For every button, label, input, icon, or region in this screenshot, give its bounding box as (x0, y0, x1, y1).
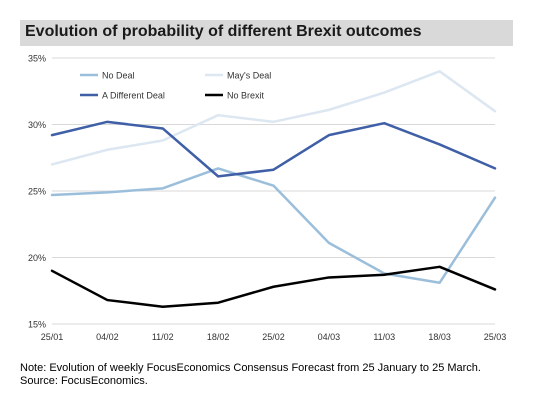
legend-label: A Different Deal (102, 91, 165, 101)
series-line-may-s-deal (50, 70, 497, 166)
y-tick-label: 20% (28, 253, 46, 263)
series-line-no-deal (50, 167, 497, 285)
legend-label: No Deal (102, 71, 135, 81)
legend-label: May's Deal (227, 71, 271, 81)
y-tick-label: 30% (28, 120, 46, 130)
chart-title-bar: Evolution of probability of different Br… (20, 20, 513, 46)
x-tick-label: 04/03 (318, 332, 341, 342)
x-tick-label: 18/03 (428, 332, 451, 342)
chart-title: Evolution of probability of different Br… (25, 23, 422, 40)
legend-label: No Brexit (227, 91, 265, 101)
y-tick-label: 35% (28, 54, 46, 64)
x-tick-label: 11/03 (373, 332, 395, 342)
x-tick-label: 25/03 (484, 332, 507, 342)
note-text: Note: Evolution of weekly FocusEconomics… (20, 362, 481, 374)
y-tick-label: 25% (28, 187, 46, 197)
x-tick-label: 25/01 (41, 332, 64, 342)
x-tick-label: 04/02 (96, 332, 119, 342)
source-text: Source: FocusEconomics. (20, 375, 148, 387)
series-line-no-brexit (50, 265, 497, 308)
x-tick-label: 11/02 (152, 332, 174, 342)
y-tick-label: 15% (28, 320, 46, 330)
x-tick-label: 18/02 (207, 332, 230, 342)
series-line-a-different-deal (50, 120, 497, 178)
x-tick-label: 25/02 (262, 332, 285, 342)
chart-note: Note: Evolution of weekly FocusEconomics… (20, 362, 481, 388)
